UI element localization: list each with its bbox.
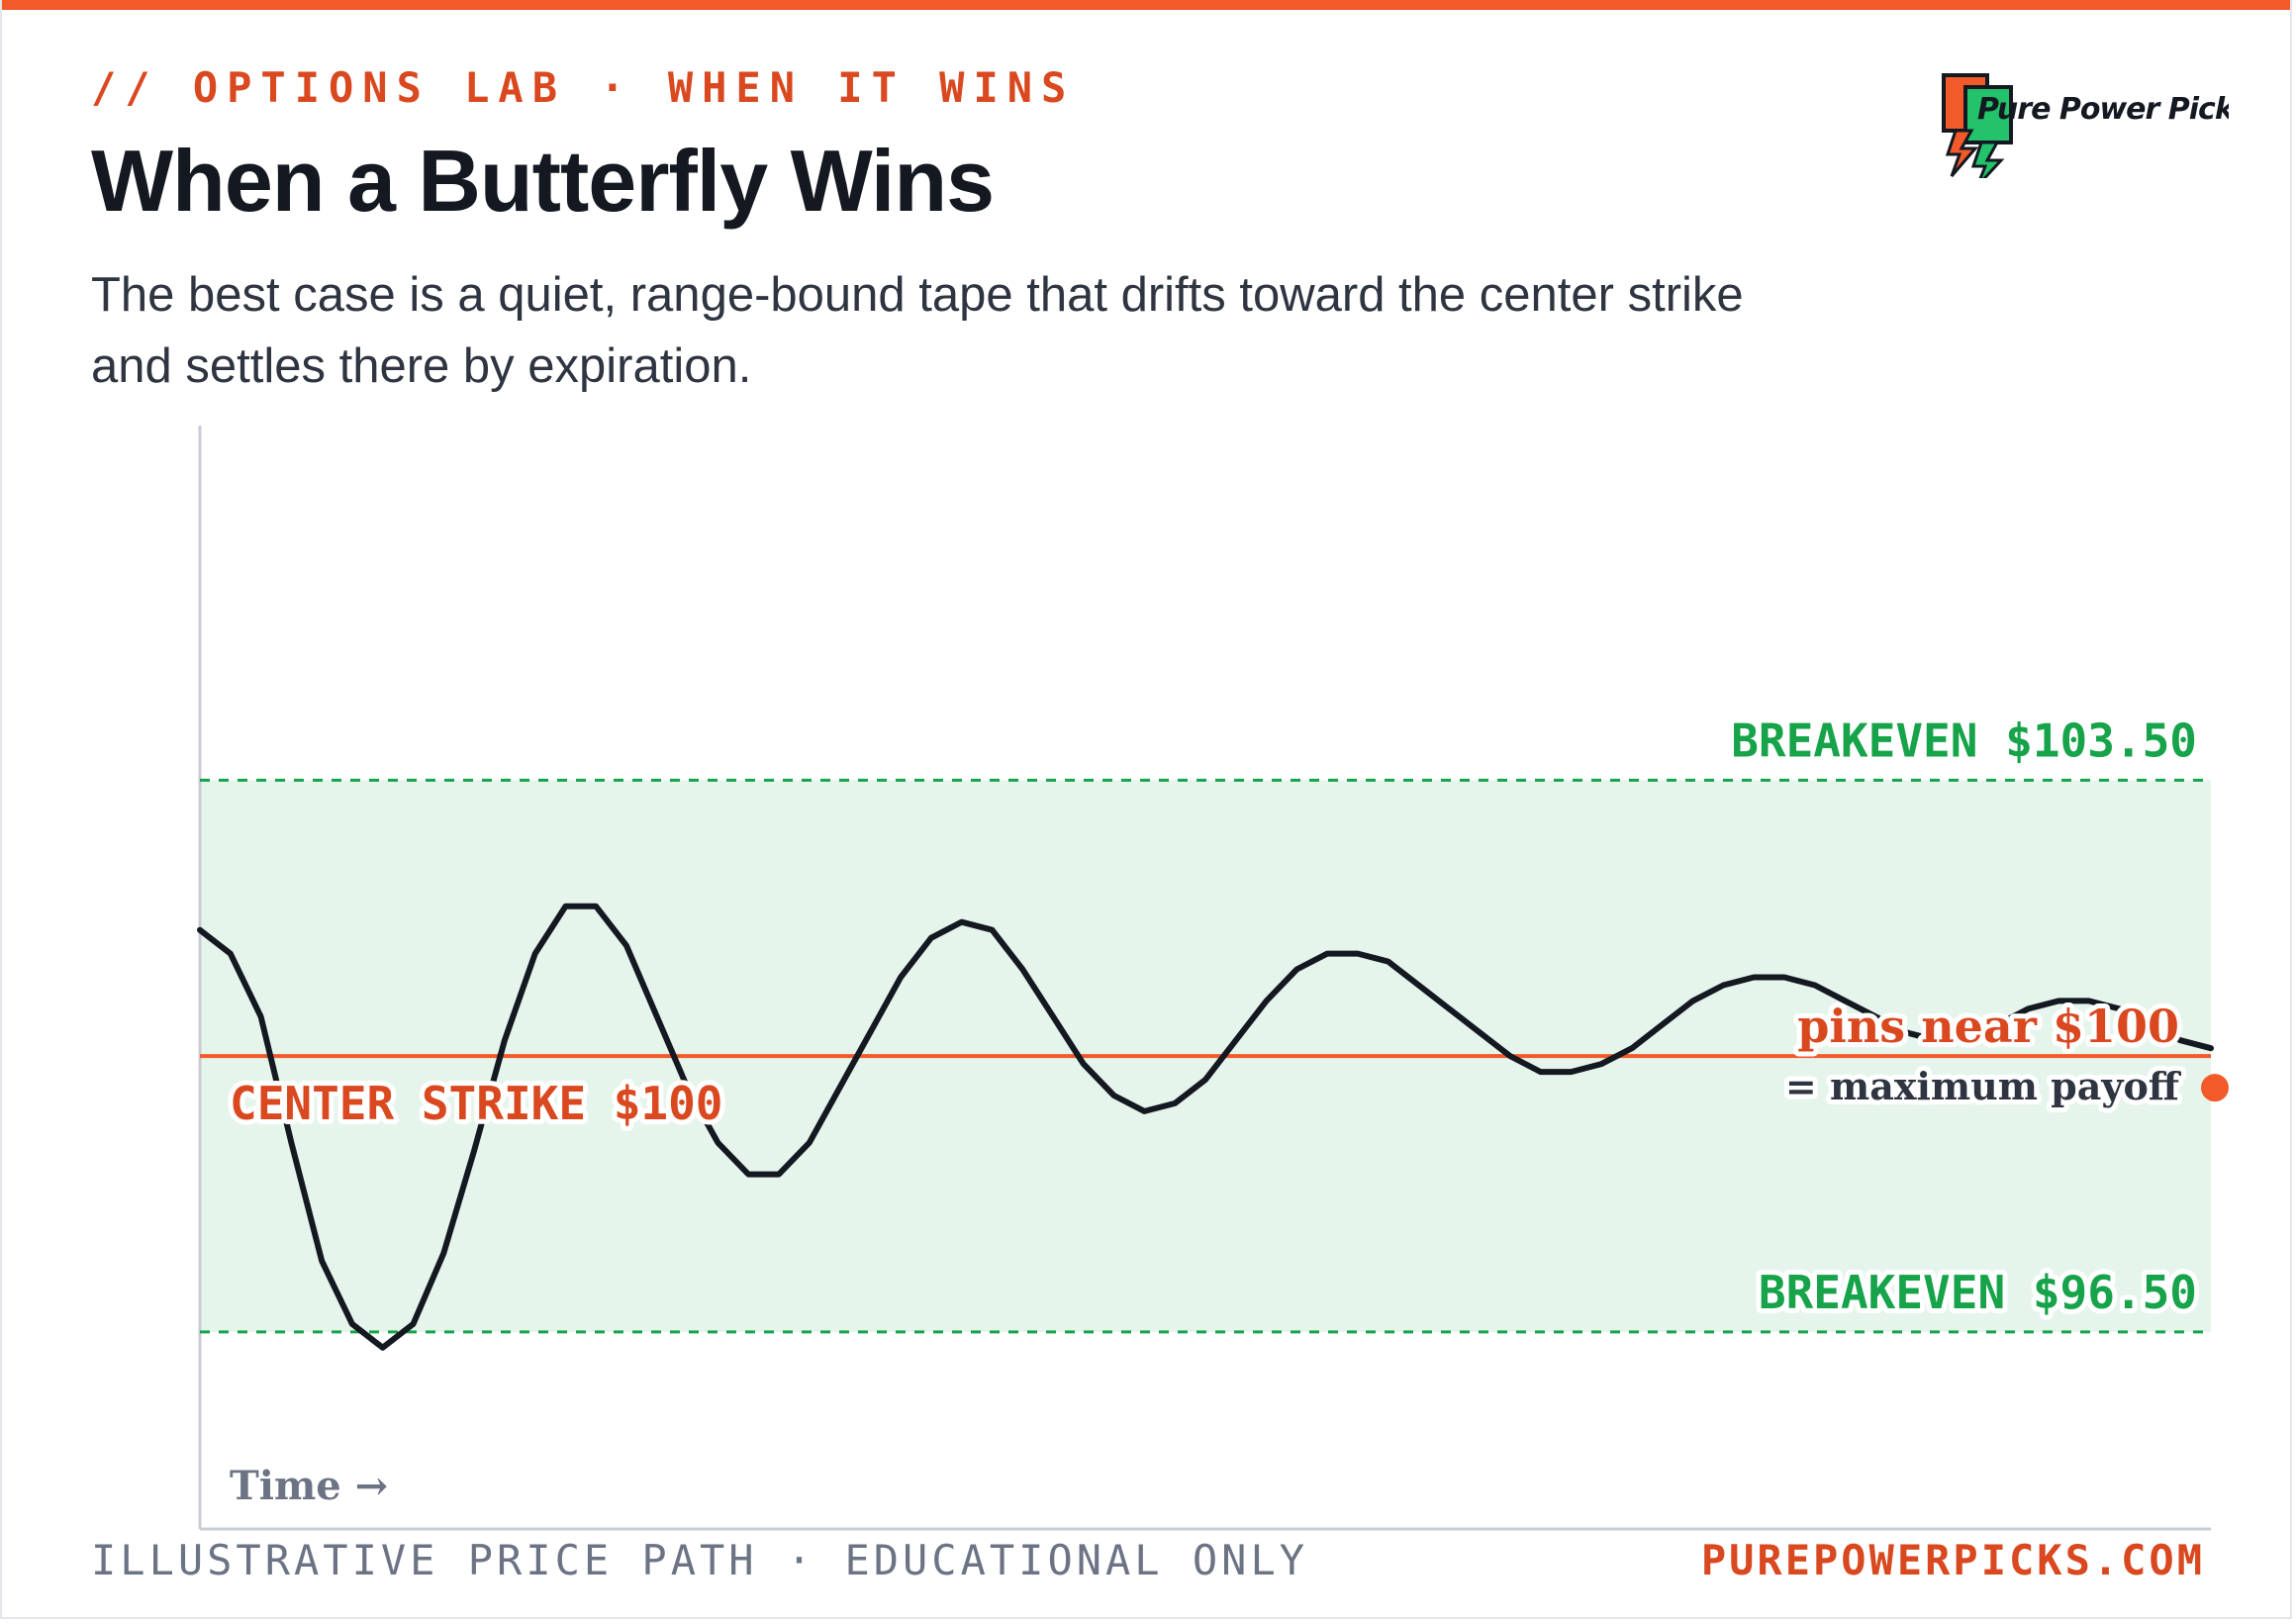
footer-site: PUREPOWERPICKS.COM [1700,1536,2205,1584]
upper-breakeven-label: BREAKEVEN $103.50 [1731,714,2197,767]
footer-disclaimer: ILLUSTRATIVE PRICE PATH · EDUCATIONAL ON… [91,1536,1309,1584]
center-strike-label: CENTER STRIKE $100 [230,1077,723,1130]
pin-annotation: pins near $100 [1797,1000,2179,1053]
page-subtitle: The best case is a quiet, range-bound ta… [91,268,1744,393]
logo-text: Pure Power Picks [1977,92,2229,127]
expiration-dot [2201,1074,2229,1102]
brand-logo: Pure Power Picks [1942,73,2229,178]
price-path-line [197,903,2214,1351]
payoff-annotation: = maximum payoff [1785,1064,2182,1108]
lightning-bolt-icon [1942,73,2013,178]
x-axis-label: Time → [230,1463,388,1509]
lower-breakeven-label: BREAKEVEN $96.50 [1759,1266,2197,1319]
upper-breakeven-label-group: BREAKEVEN $103.50 [1726,709,2202,772]
kicker: // OPTIONS LAB · WHEN IT WINS [91,63,1076,112]
accent-top-bar [2,0,2290,10]
page-title: When a Butterfly Wins [91,132,995,230]
